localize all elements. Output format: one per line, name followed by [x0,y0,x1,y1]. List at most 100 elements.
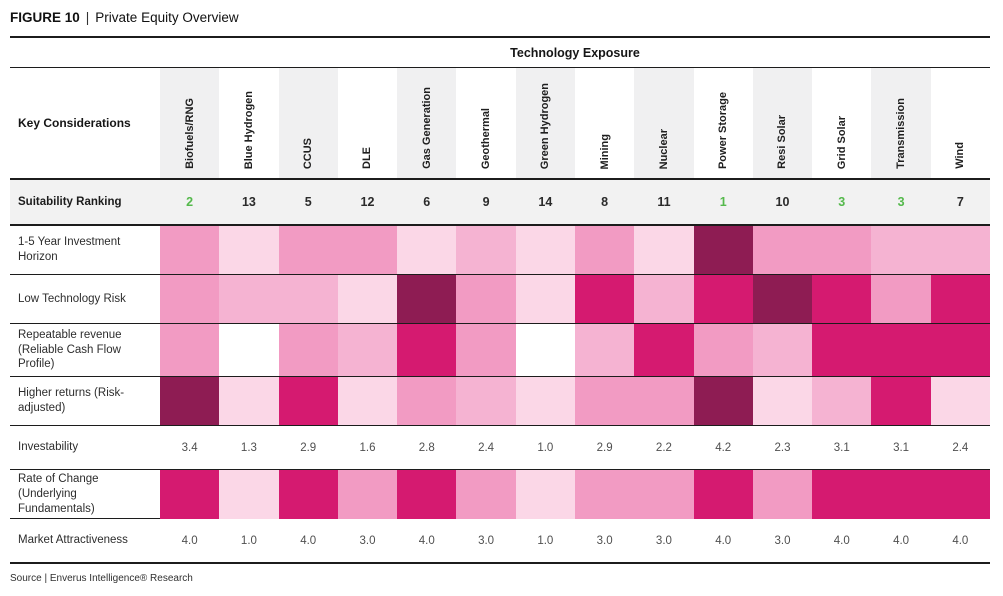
heat-cell-power-storage [693,324,753,376]
column-header-label: CCUS [302,137,315,169]
heat-cell-power-storage [693,377,753,425]
value-cell-ccus: 2.9 [300,441,317,454]
column-header-label: Transmission [895,98,908,169]
heat-cell-blue-hydrogen [219,226,279,274]
heat-cell-wind [930,470,990,519]
column-header-label: DLE [361,147,374,169]
heat-cell-gas-generation [397,470,457,519]
table-row-low-technology-risk: Low Technology Risk [10,275,990,324]
heat-cell-wind [930,324,990,376]
column-header-label: Wind [954,142,967,169]
rank-cell-gas-generation: 6 [423,195,431,209]
column-header-label: Blue Hydrogen [242,90,255,169]
heat-cell-resi-solar [752,324,813,376]
heat-cell-biofuels-rng [160,324,220,376]
value-cell-resi-solar: 2.3 [774,441,791,454]
heat-cell-nuclear [634,470,694,519]
row-label: Rate of Change (Underlying Fundamentals) [18,473,99,515]
value-cell-grid-solar: 3.1 [833,441,850,454]
column-header-mining: Mining [575,68,634,178]
value-cell-ccus: 4.0 [300,534,317,547]
heat-cell-ccus [278,226,338,274]
heat-cell-nuclear [634,324,694,376]
column-header-label: Green Hydrogen [539,82,552,169]
heat-cell-gas-generation [397,226,457,274]
value-cell-geothermal: 2.4 [478,441,495,454]
heat-cell-ccus [278,377,338,425]
rank-cell-ccus: 5 [304,195,312,209]
row-label: Investability [18,441,79,454]
heat-cell-blue-hydrogen [219,377,279,425]
table-row-investability: Investability 3.4 1.3 2.9 1.6 2.8 2.4 1.0 2.9 2.2… [10,426,990,470]
heat-cell-wind [930,226,990,274]
key-considerations-label: Key Considerations [18,116,131,130]
heat-cell-wind [930,377,990,425]
heat-cell-wind [930,275,990,323]
column-header-label: Geothermal [480,107,493,169]
row-label: Higher returns (Risk-adjusted) [18,387,125,414]
heat-cell-transmission [871,470,931,519]
rank-cell-resi-solar: 10 [775,195,790,209]
heat-cell-gas-generation [397,275,457,323]
heat-cell-nuclear [634,275,694,323]
private-equity-overview-table: Technology Exposure Key Considerations B… [10,36,990,564]
rank-cell-power-storage: 1 [719,195,727,209]
column-header-ccus: CCUS [278,68,338,178]
heat-cell-dle [337,324,398,376]
heat-cell-gas-generation [397,377,457,425]
value-cell-nuclear: 2.2 [655,441,672,454]
rank-cell-biofuels-rng: 2 [186,195,194,209]
heat-cell-ccus [278,275,338,323]
heat-cell-resi-solar [752,377,813,425]
column-header-green-hydrogen: Green Hydrogen [515,68,575,178]
title-separator: | [85,10,90,25]
value-cell-blue-hydrogen: 1.0 [240,534,257,547]
rank-cell-transmission: 3 [897,195,905,209]
column-header-blue-hydrogen: Blue Hydrogen [219,68,278,178]
table-row-market-attractiveness: Market Attractiveness 4.0 1.0 4.0 3.0 4.0 3.0 1… [10,519,990,562]
heat-cell-power-storage [693,226,753,274]
column-header-geothermal: Geothermal [456,68,515,178]
value-cell-transmission: 3.1 [893,441,910,454]
value-cell-mining: 3.0 [596,534,613,547]
column-header-gas-generation: Gas Generation [397,68,457,178]
value-cell-nuclear: 3.0 [655,534,672,547]
rank-cell-geothermal: 9 [482,195,490,209]
heat-cell-dle [337,470,398,519]
value-cell-green-hydrogen: 1.0 [537,534,554,547]
value-cell-biofuels-rng: 4.0 [181,534,198,547]
heat-cell-nuclear [634,226,694,274]
heat-cell-gas-generation [397,324,457,376]
column-header-power-storage: Power Storage [694,68,753,178]
row-label: Suitability Ranking [18,195,122,208]
heat-cell-geothermal [456,377,516,425]
heat-cell-grid-solar [812,377,872,425]
figure-page: FIGURE 10 | Private Equity Overview Techno… [10,10,990,584]
heat-cell-ccus [278,324,338,376]
heat-cell-geothermal [456,470,516,519]
column-header-label: Resi Solar [776,115,789,169]
column-header-label: Power Storage [717,91,730,169]
heat-cell-green-hydrogen [515,377,575,425]
technology-exposure-header-row: Technology Exposure [10,38,990,68]
column-header-grid-solar: Grid Solar [812,68,871,178]
heat-cell-transmission [871,377,931,425]
heat-cell-biofuels-rng [160,377,220,425]
value-cell-gas-generation: 2.8 [418,441,435,454]
heat-cell-dle [337,377,398,425]
rank-cell-wind: 7 [956,195,964,209]
table-row-rate-of-change-underlying-fundamentals: Rate of Change (Underlying Fundamentals) [10,470,990,519]
heat-cell-transmission [871,275,931,323]
value-cell-power-storage: 4.0 [715,534,732,547]
value-cell-mining: 2.9 [596,441,613,454]
heat-cell-green-hydrogen [515,226,575,274]
column-header-biofuels-rng: Biofuels/RNG [160,68,220,178]
value-cell-wind: 4.0 [952,534,969,547]
heat-cell-mining [574,377,635,425]
row-label: Repeatable revenue (Reliable Cash Flow P… [18,328,122,371]
heat-cell-geothermal [456,275,516,323]
heat-cell-geothermal [456,226,516,274]
heat-cell-power-storage [693,275,753,323]
rank-cell-dle: 12 [360,195,375,209]
figure-number: FIGURE 10 [10,10,80,25]
